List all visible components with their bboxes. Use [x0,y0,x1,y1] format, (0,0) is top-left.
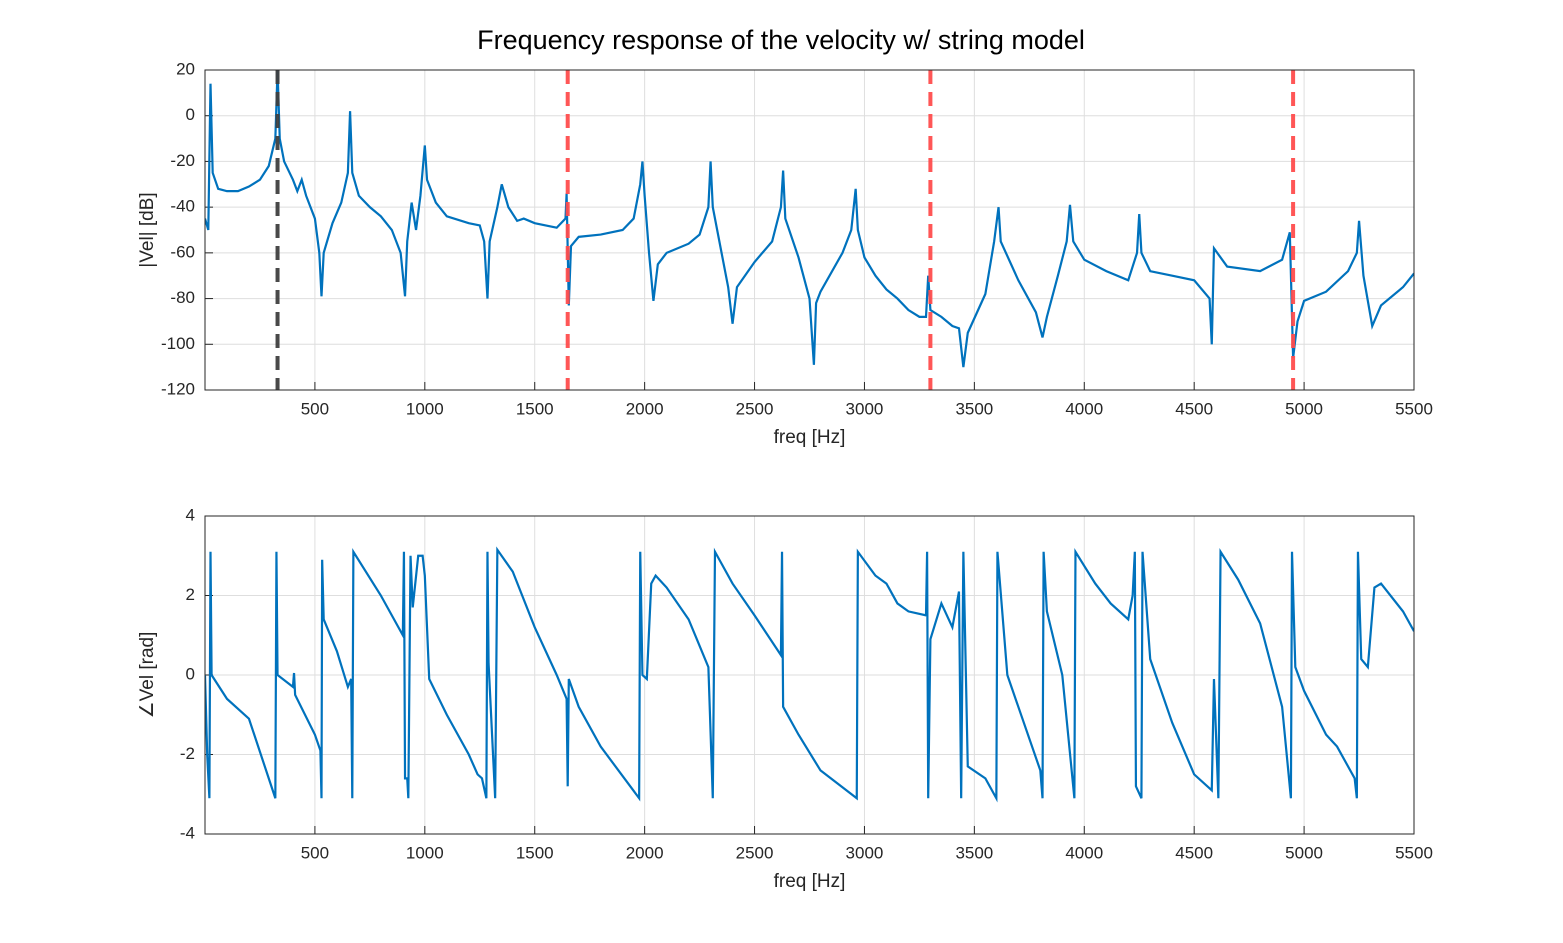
x-tick-label: 4000 [1065,399,1103,418]
x-tick-label: 2500 [736,843,774,862]
y-tick-label: 0 [186,105,195,124]
y-tick-label: 4 [186,505,195,524]
x-tick-label: 4000 [1065,843,1103,862]
x-tick-label: 500 [301,843,329,862]
y-tick-label: -60 [170,242,195,261]
x-tick-label: 4500 [1175,843,1213,862]
x-tick-label: 4500 [1175,399,1213,418]
x-axis-label: freq [Hz] [774,871,846,892]
x-tick-label: 1500 [516,843,554,862]
data-line [205,70,1414,368]
y-tick-label: 20 [176,59,195,78]
x-tick-label: 1000 [406,843,444,862]
y-axis-label: ∠Vel [rad] [137,632,158,719]
x-tick-label: 5500 [1395,843,1433,862]
y-tick-label: 2 [186,585,195,604]
y-tick-label: -120 [161,379,195,398]
x-tick-label: 500 [301,399,329,418]
x-tick-label: 2000 [626,843,664,862]
y-tick-label: -80 [170,288,195,307]
y-tick-label: 0 [186,664,195,683]
x-tick-label: 1000 [406,399,444,418]
x-tick-label: 3500 [955,399,993,418]
x-tick-label: 3000 [846,399,884,418]
y-tick-label: -4 [180,823,195,842]
axes-box [204,69,1415,391]
x-tick-label: 5000 [1285,399,1323,418]
axes-box [204,515,1415,835]
y-tick-label: -2 [180,744,195,763]
x-tick-label: 2000 [626,399,664,418]
x-tick-label: 5000 [1285,843,1323,862]
data-line [205,546,1414,803]
x-tick-label: 1500 [516,399,554,418]
chart-title: Frequency response of the velocity w/ st… [477,25,1085,55]
x-tick-label: 2500 [736,399,774,418]
y-tick-label: -40 [170,197,195,216]
plot-area [205,546,1414,803]
x-tick-label: 3000 [846,843,884,862]
x-tick-label: 5500 [1395,399,1433,418]
x-axis-label: freq [Hz] [774,427,846,448]
y-tick-label: -20 [170,151,195,170]
x-tick-label: 3500 [955,843,993,862]
y-axis-label: |Vel| [dB] [137,192,158,267]
y-tick-label: -100 [161,334,195,353]
plot-area [205,70,1414,390]
